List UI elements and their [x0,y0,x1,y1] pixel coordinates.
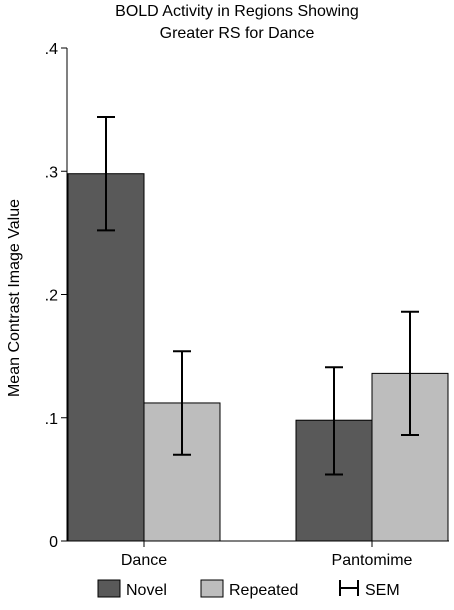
legend-label-repeated: Repeated [229,582,298,599]
bars-group [67,173,449,542]
legend: Novel Repeated SEM [97,579,400,599]
x-category-label: Dance [121,552,167,569]
y-tick-label: .1 [45,411,58,428]
y-tick-label: .3 [45,164,58,181]
chart-title-line-2: Greater RS for Dance [160,25,315,42]
legend-swatch-novel [97,579,121,598]
y-tick-label: 0 [49,534,58,551]
y-tick-label: .2 [45,288,58,305]
y-tick-label: .4 [45,41,58,58]
chart-title-line-1: BOLD Activity in Regions Showing [115,3,359,20]
y-ticks-group: 0 .1 .2 .3 .4 [45,41,67,551]
x-category-label: Pantomime [332,552,413,569]
y-axis-title: Mean Contrast Image Value [6,199,23,397]
error-bars-group [97,116,419,476]
legend-label-sem: SEM [365,582,400,599]
bar-novel-dance [67,173,145,542]
x-categories-group: Dance Pantomime [121,541,413,569]
legend-swatch-repeated [200,579,224,598]
legend-label-novel: Novel [126,582,167,599]
